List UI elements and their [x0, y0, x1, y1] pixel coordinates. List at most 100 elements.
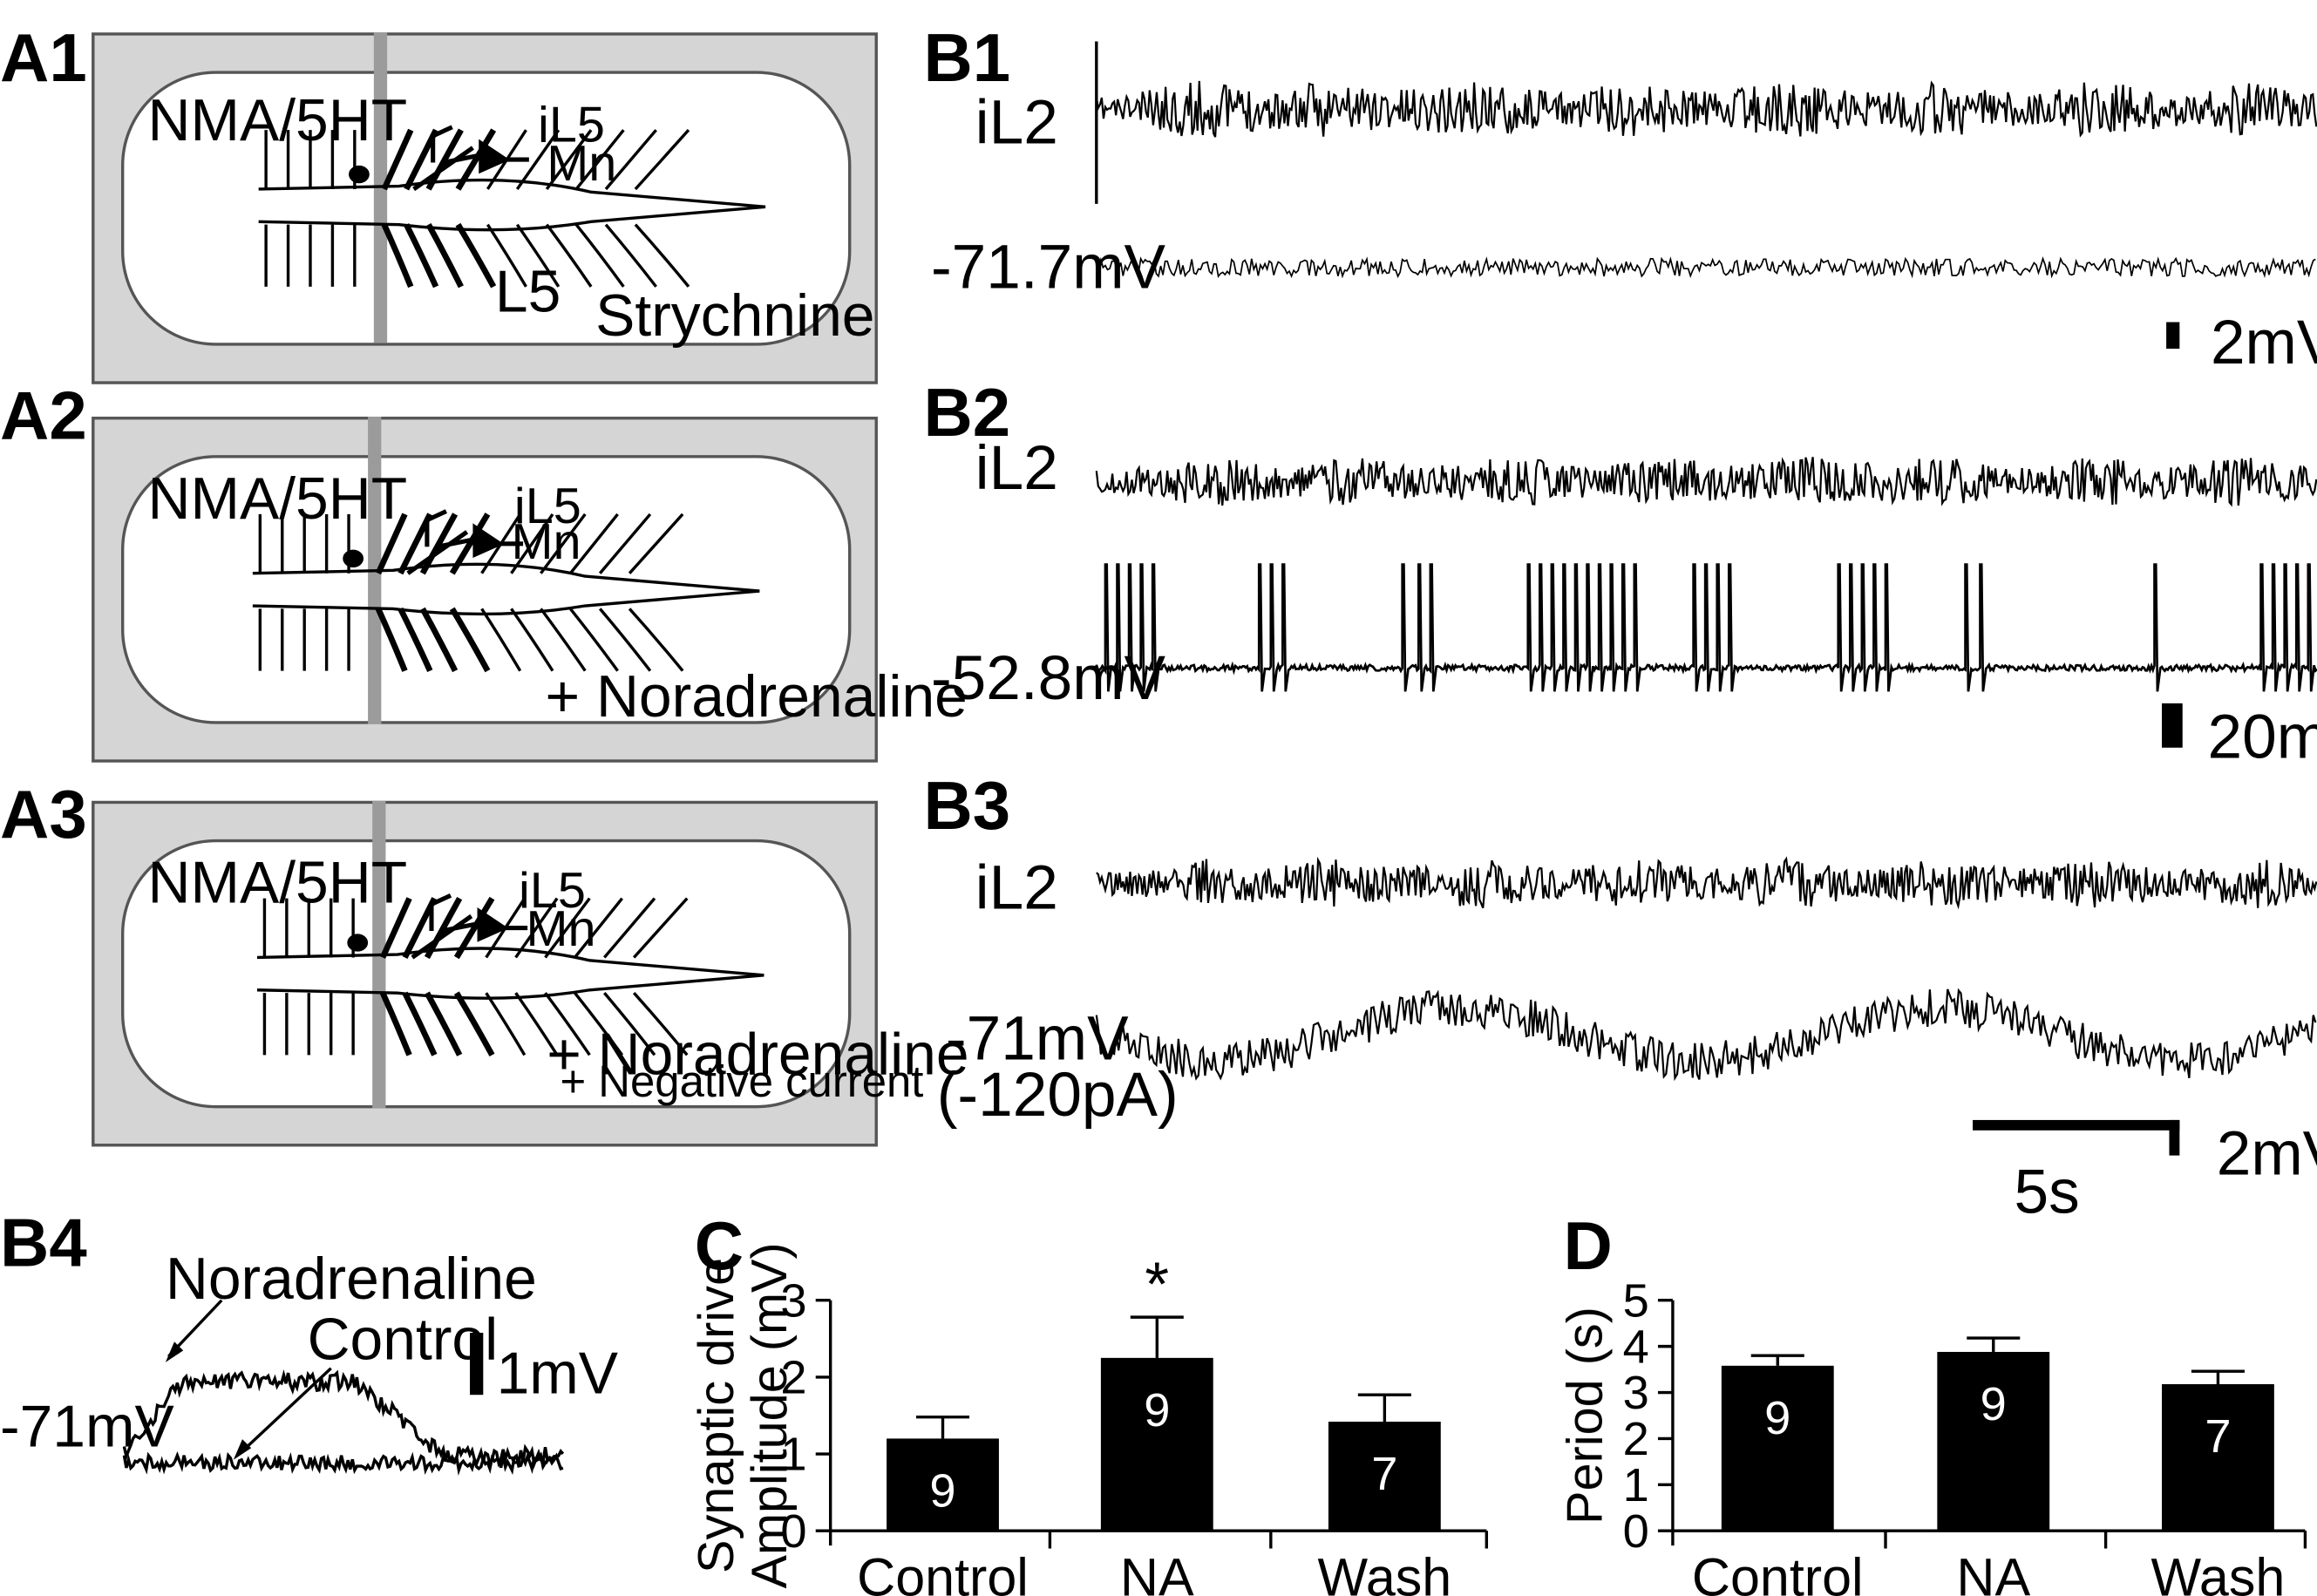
ventral-root: [419, 513, 459, 575]
spinal-cord-schematic-a1: [258, 125, 766, 289]
ventral-root: [545, 129, 593, 190]
control-trace-label-b4: Control: [307, 1307, 499, 1373]
membrane-potential-b4: -71mV: [0, 1395, 174, 1460]
x-category-label: Control: [857, 1548, 1029, 1596]
bar-control: [887, 1438, 999, 1531]
bar-n-label: 7: [2205, 1410, 2231, 1463]
ventral-root: [485, 992, 527, 1056]
ventral-root: [510, 608, 554, 672]
panel-label-c: C: [694, 1206, 744, 1285]
ventral-root: [515, 129, 561, 190]
ventral-root: [375, 513, 408, 575]
y-tick-label: 1: [1623, 1459, 1649, 1511]
ventral-root: [634, 223, 690, 288]
x-category-label: NA: [1120, 1548, 1194, 1596]
bar-wash: [1328, 1422, 1441, 1531]
ventral-root: [632, 992, 689, 1056]
ventral-root: [634, 129, 690, 191]
ventral-root: [598, 608, 652, 672]
y-tick-label: 3: [1623, 1367, 1649, 1419]
panel-label-d: D: [1563, 1206, 1613, 1285]
segment-label-a1: L5: [494, 260, 561, 325]
ventral-root: [375, 608, 408, 672]
membrane-potential-b2: -52.8mV: [930, 642, 1166, 713]
scale-label-b1: 2mV: [2210, 307, 2317, 377]
vm-trace-b3: [1095, 988, 2317, 1082]
holding-current-b3: (-120pA): [936, 1059, 1179, 1130]
il2-trace-b1: [1095, 80, 2317, 138]
bath-label-a2: NMA/5HT: [147, 466, 408, 533]
ventral-root: [453, 896, 495, 960]
ventral-root: [574, 223, 625, 288]
bar-control: [1721, 1365, 1834, 1531]
panel-label-a3: A3: [0, 775, 87, 853]
cell-label-a2: Mn: [511, 513, 581, 571]
bar-n-label: 9: [929, 1464, 955, 1517]
ventral-root: [628, 608, 684, 672]
il2-trace-b3: [1096, 856, 2317, 910]
root-label-a2: iL5: [513, 479, 581, 535]
bar-n-label: 9: [1764, 1392, 1790, 1444]
ventral-root: [486, 223, 527, 288]
bar-na: [1100, 1357, 1213, 1531]
control-arrow-b4: [238, 1367, 332, 1456]
panel-label-b3: B3: [923, 766, 1011, 844]
scale-label-b4: 1mV: [496, 1341, 618, 1407]
y-axis-label: Period (s): [1558, 1307, 1614, 1525]
ventral-root: [632, 897, 689, 959]
ventral-root: [453, 991, 495, 1056]
time-scale-label-b3: 5s: [2014, 1157, 2080, 1226]
ventral-root: [424, 897, 463, 960]
root-label-a3: iL5: [518, 862, 586, 920]
y-axis-label-line2: Amplitude (mV): [742, 1242, 798, 1588]
x-category-label: NA: [1956, 1548, 2030, 1596]
recording-dish-a3: [121, 839, 852, 1109]
ventral-root: [424, 991, 463, 1056]
spinal-cord-schematic-a2: [252, 509, 760, 673]
recording-electrode: [406, 509, 469, 575]
cell-label-a3: Mn: [526, 901, 596, 958]
bar-n-label: 9: [1981, 1378, 2007, 1430]
ventral-root: [397, 607, 433, 673]
x-category-label: Wash: [1318, 1548, 1452, 1596]
ventral-root: [603, 897, 656, 959]
scale-bar-b4: [470, 1333, 484, 1396]
y-tick-label: 5: [1623, 1274, 1649, 1327]
x-category-label: Control: [1692, 1548, 1864, 1596]
condition2-label-a3: + Negative current: [560, 1057, 924, 1107]
ventral-root: [515, 223, 561, 288]
ventral-root: [404, 223, 439, 289]
spinal-cord-schematic-a3: [256, 893, 764, 1056]
ventral-root: [574, 897, 623, 959]
scale-label-b3: 2mV: [2216, 1118, 2317, 1188]
significance-marker: *: [1145, 1251, 1169, 1320]
ventral-root: [574, 129, 625, 191]
y-tick-label: 0: [1623, 1505, 1649, 1558]
panel-label-b2: B2: [923, 373, 1011, 452]
ventral-root: [569, 513, 619, 574]
y-tick-label: 4: [1623, 1321, 1649, 1373]
ventral-root: [449, 607, 491, 673]
membrane-potential-b3: -71mV: [945, 1003, 1129, 1073]
control-trace-b4: [122, 1451, 564, 1477]
ventral-root: [540, 608, 587, 672]
ventral-root: [510, 513, 554, 574]
bar-n-label: 9: [1144, 1384, 1170, 1436]
recorded-cell-dot: [349, 165, 370, 184]
ventral-root: [544, 897, 591, 959]
recording-electrode: [412, 125, 474, 192]
ventral-root: [379, 897, 412, 959]
recorded-cell-dot: [347, 934, 369, 952]
ventral-root: [381, 223, 414, 289]
ventral-root: [449, 513, 491, 575]
panel-label-b1: B1: [923, 19, 1011, 97]
y-tick-label: 2: [780, 1352, 806, 1404]
il2-trace-b2: [1095, 457, 2317, 507]
ventral-root: [569, 608, 619, 672]
ventral-root: [544, 992, 591, 1056]
bar-na: [1937, 1351, 2050, 1531]
x-category-label: Wash: [2151, 1548, 2286, 1596]
ventral-root: [514, 992, 559, 1056]
